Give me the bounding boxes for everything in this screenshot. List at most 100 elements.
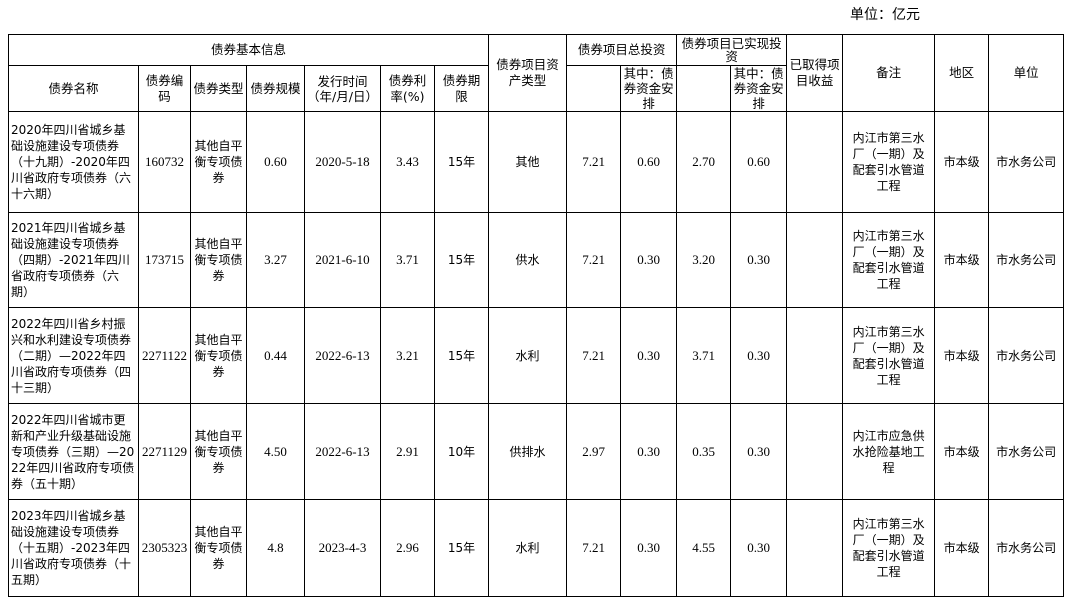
bond-name: 2021年四川省城乡基础设施建设专项债券（四期）-2021年四川省政府专项债券（… [8, 212, 139, 308]
term: 15年 [433, 307, 490, 404]
header-total-invest: 债券项目总投资 [566, 34, 678, 66]
asset-type: 水利 [488, 499, 568, 597]
bond-name: 2022年四川省乡村振兴和水利建设专项债券（二期）—2022年四川省政府专项债券… [8, 307, 139, 404]
unit: 市水务公司 [988, 111, 1065, 213]
bond-name: 2020年四川省城乡基础设施建设专项债券（十九期）-2020年四川省政府专项债券… [8, 111, 139, 213]
rate: 2.96 [380, 499, 435, 597]
issue-date: 2022-6-13 [304, 403, 381, 500]
bond-table: 债券基本信息 债券项目资产类型 债券项目总投资 债券项目已实现投资 已取得项目收… [7, 34, 1065, 597]
bond-code: 173715 [138, 212, 191, 308]
bond-scale: 4.50 [246, 403, 305, 500]
realized-invest: 4.55 [676, 499, 732, 597]
term: 10年 [433, 403, 490, 500]
header-type: 债券类型 [190, 65, 247, 112]
remark: 内江市第三水厂（一期）及配套引水管道工程 [842, 111, 936, 213]
income [786, 499, 844, 597]
table-row: 2022年四川省城市更新和产业升级基础设施专项债券（三期）—2022年四川省政府… [8, 403, 1065, 500]
realized-bond: 0.60 [730, 111, 788, 213]
issue-date: 2021-6-10 [304, 212, 381, 308]
header-realized-invest: 债券项目已实现投资 [676, 34, 788, 66]
bond-name: 2022年四川省城市更新和产业升级基础设施专项债券（三期）—2022年四川省政府… [8, 403, 139, 500]
region: 市本级 [934, 111, 990, 213]
income [786, 111, 844, 213]
term: 15年 [433, 499, 490, 597]
remark: 内江市第三水厂（一期）及配套引水管道工程 [842, 499, 936, 597]
income [786, 307, 844, 404]
total-bond: 0.30 [620, 212, 678, 308]
bond-scale: 3.27 [246, 212, 305, 308]
header-asset-type: 债券项目资产类型 [488, 34, 568, 112]
unit: 市水务公司 [988, 499, 1065, 597]
region: 市本级 [934, 499, 990, 597]
issue-date: 2022-6-13 [304, 307, 381, 404]
table-row: 2021年四川省城乡基础设施建设专项债券（四期）-2021年四川省政府专项债券（… [8, 212, 1065, 308]
unit-label: 单位：亿元 [850, 7, 920, 23]
term: 15年 [433, 212, 490, 308]
region: 市本级 [934, 307, 990, 404]
income [786, 212, 844, 308]
realized-invest: 3.71 [676, 307, 732, 404]
header-row-2: 债券名称 债券编码 债券类型 债券规模 发行时间（年/月/日） 债券利率(%) … [8, 65, 1064, 112]
total-bond: 0.30 [620, 499, 678, 597]
total-invest: 7.21 [566, 307, 622, 404]
bond-type: 其他自平衡专项债券 [190, 212, 247, 308]
header-unit: 单位 [988, 34, 1065, 112]
header-rate: 债券利率(%) [380, 65, 435, 112]
realized-bond: 0.30 [730, 212, 788, 308]
total-invest: 7.21 [566, 111, 622, 213]
header-row-1: 债券基本信息 债券项目资产类型 债券项目总投资 债券项目已实现投资 已取得项目收… [7, 34, 1065, 112]
total-bond: 0.30 [620, 403, 678, 500]
table-row: 2020年四川省城乡基础设施建设专项债券（十九期）-2020年四川省政府专项债券… [8, 111, 1065, 213]
term: 15年 [433, 111, 490, 213]
bond-code: 2271129 [138, 403, 191, 500]
asset-type: 水利 [488, 307, 568, 404]
header-total-empty [566, 65, 622, 112]
bond-scale: 0.60 [246, 111, 305, 213]
unit: 市水务公司 [988, 212, 1065, 308]
remark: 内江市第三水厂（一期）及配套引水管道工程 [842, 307, 936, 404]
bond-scale: 0.44 [246, 307, 305, 404]
unit: 市水务公司 [988, 403, 1065, 500]
realized-bond: 0.30 [730, 307, 788, 404]
rate: 3.21 [380, 307, 435, 404]
region: 市本级 [934, 212, 990, 308]
total-invest: 7.21 [566, 499, 622, 597]
remark: 内江市应急供水抢险基地工程 [842, 403, 936, 500]
bond-code: 2305323 [138, 499, 191, 597]
asset-type: 其他 [488, 111, 568, 213]
bond-code: 2271122 [138, 307, 191, 404]
rate: 3.71 [380, 212, 435, 308]
unit: 市水务公司 [988, 307, 1065, 404]
header-basic-info: 债券基本信息 [7, 34, 490, 66]
header-realized-empty [676, 65, 732, 112]
header-scale: 债券规模 [246, 65, 305, 112]
total-bond: 0.30 [620, 307, 678, 404]
total-invest: 7.21 [566, 212, 622, 308]
realized-bond: 0.30 [730, 499, 788, 597]
realized-invest: 3.20 [676, 212, 732, 308]
bond-type: 其他自平衡专项债券 [190, 403, 247, 500]
header-term: 债券期限 [433, 65, 490, 112]
total-invest: 2.97 [566, 403, 622, 500]
rate: 2.91 [380, 403, 435, 500]
remark: 内江市第三水厂（一期）及配套引水管道工程 [842, 212, 936, 308]
bond-name: 2023年四川省城乡基础设施建设专项债券（十五期）-2023年四川省政府专项债券… [8, 499, 139, 597]
bond-type: 其他自平衡专项债券 [190, 499, 247, 597]
bond-scale: 4.8 [246, 499, 305, 597]
asset-type: 供排水 [488, 403, 568, 500]
header-issue-date: 发行时间（年/月/日） [304, 65, 381, 112]
issue-date: 2023-4-3 [304, 499, 381, 597]
header-total-bond: 其中：债券资金安排 [620, 65, 678, 112]
table-row: 2023年四川省城乡基础设施建设专项债券（十五期）-2023年四川省政府专项债券… [8, 499, 1065, 597]
total-bond: 0.60 [620, 111, 678, 213]
header-realized-bond: 其中：债券资金安排 [730, 65, 788, 112]
realized-invest: 0.35 [676, 403, 732, 500]
bond-type: 其他自平衡专项债券 [190, 307, 247, 404]
header-code: 债券编码 [138, 65, 191, 112]
header-name: 债券名称 [8, 65, 139, 112]
table-row: 2022年四川省乡村振兴和水利建设专项债券（二期）—2022年四川省政府专项债券… [8, 307, 1065, 404]
bond-code: 160732 [138, 111, 191, 213]
header-remark: 备注 [842, 34, 936, 112]
income [786, 403, 844, 500]
region: 市本级 [934, 403, 990, 500]
